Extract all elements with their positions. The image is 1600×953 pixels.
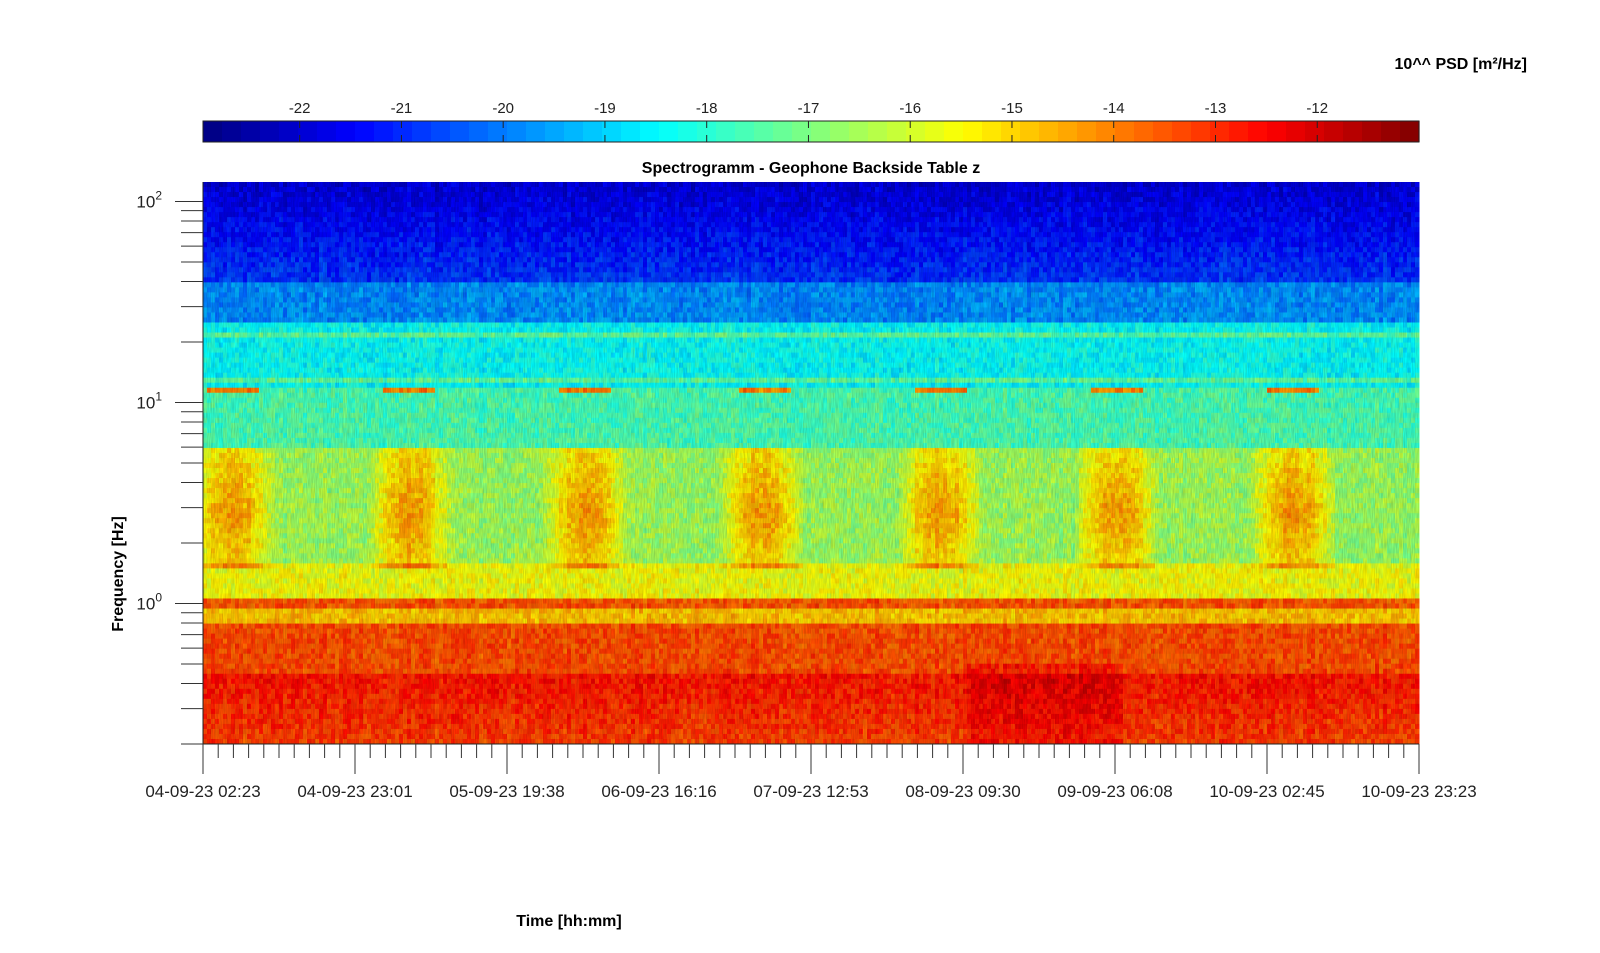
colorbar-cell: [678, 121, 698, 142]
colorbar-cell: [317, 121, 337, 142]
colorbar-tick-label: -20: [492, 100, 514, 117]
colorbar-cell: [545, 121, 565, 142]
colorbar-cell: [564, 121, 584, 142]
colorbar-cell: [507, 121, 527, 142]
colorbar-cell: [469, 121, 489, 142]
colorbar-tick-label: -18: [696, 100, 718, 117]
colorbar-cell: [222, 121, 242, 142]
colorbar-cell: [1400, 121, 1420, 142]
colorbar-label: 10^^ PSD [m²/Hz]: [1395, 56, 1527, 73]
colorbar-cell: [659, 121, 679, 142]
colorbar-cell: [1077, 121, 1097, 142]
colorbar-cell: [1362, 121, 1382, 142]
colorbar-cell: [336, 121, 356, 142]
colorbar-cell: [773, 121, 793, 142]
colorbar-tick-label: -16: [899, 100, 921, 117]
colorbar-cell: [735, 121, 755, 142]
colorbar-tick-label: -15: [1001, 100, 1023, 117]
colorbar-cell: [298, 121, 318, 142]
colorbar-cell: [906, 121, 926, 142]
colorbar-cell: [849, 121, 869, 142]
colorbar-cell: [963, 121, 983, 142]
colorbar-cell: [830, 121, 850, 142]
colorbar-tick-label: -13: [1205, 100, 1227, 117]
colorbar-cell: [887, 121, 907, 142]
colorbar-cell: [583, 121, 603, 142]
colorbar-cell: [393, 121, 413, 142]
colorbar-tick-label: -21: [391, 100, 413, 117]
colorbar-cell: [279, 121, 299, 142]
colorbar-tick-label: -19: [594, 100, 616, 117]
colorbar-cell: [1324, 121, 1344, 142]
colorbar-cell: [754, 121, 774, 142]
colorbar-cell: [1210, 121, 1230, 142]
chart-title: Spectrogramm - Geophone Backside Table z: [642, 160, 980, 177]
colorbar-cell: [412, 121, 432, 142]
colorbar-cell: [925, 121, 945, 142]
colorbar-cell: [241, 121, 261, 142]
colorbar-cell: [1020, 121, 1040, 142]
colorbar-cell: [944, 121, 964, 142]
colorbar-cell: [1286, 121, 1306, 142]
colorbar-cell: [450, 121, 470, 142]
colorbar-cell: [811, 121, 831, 142]
colorbar-cell: [1267, 121, 1287, 142]
colorbar-cell: [1134, 121, 1154, 142]
colorbar-cell: [355, 121, 375, 142]
colorbar-cell: [982, 121, 1002, 142]
colorbar-cell: [1001, 121, 1021, 142]
colorbar-cell: [431, 121, 451, 142]
colorbar-cell: [1115, 121, 1135, 142]
colorbar-tick-label: -17: [798, 100, 820, 117]
colorbar-cell: [621, 121, 641, 142]
colorbar-cell: [260, 121, 280, 142]
colorbar-cell: [640, 121, 660, 142]
colorbar-cell: [716, 121, 736, 142]
colorbar-cell: [526, 121, 546, 142]
colorbar-cell: [1191, 121, 1211, 142]
colorbar-cell: [1058, 121, 1078, 142]
colorbar-cell: [1153, 121, 1173, 142]
colorbar-cell: [1229, 121, 1249, 142]
colorbar-cell: [1343, 121, 1363, 142]
colorbar-cell: [374, 121, 394, 142]
colorbar-cell: [1248, 121, 1268, 142]
colorbar-cell: [1381, 121, 1401, 142]
colorbar-cell: [1096, 121, 1116, 142]
colorbar-cell: [1039, 121, 1059, 142]
colorbar-cell: [1172, 121, 1192, 142]
colorbar-cell: [203, 121, 223, 142]
colorbar-tick-label: -12: [1306, 100, 1328, 117]
colorbar-cell: [488, 121, 508, 142]
colorbar-tick-label: -14: [1103, 100, 1125, 117]
colorbar-tick-label: -22: [289, 100, 311, 117]
colorbar-cell: [1305, 121, 1325, 142]
colorbar-cell: [868, 121, 888, 142]
